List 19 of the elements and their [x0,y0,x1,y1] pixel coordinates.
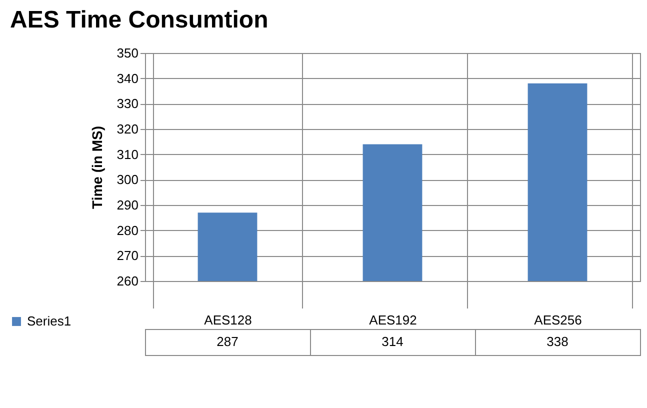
y-tick-label: 350 [116,46,138,60]
data-label: 314 [382,334,404,349]
y-tick-label: 330 [116,96,138,112]
x-tick-label: AES192 [369,312,417,328]
y-tick-label: 270 [116,248,138,264]
y-tick-label: 320 [116,122,138,136]
x-tick-label: AES128 [204,312,252,328]
y-tick-label: 290 [116,198,138,212]
x-tick-label: AES256 [534,312,582,328]
y-tick-label: 280 [116,222,138,238]
y-tick-label: 260 [116,274,138,288]
data-label: 338 [546,334,568,349]
y-tick-label: 310 [116,146,138,162]
data-label: 287 [216,334,238,349]
y-tick-label: 340 [116,70,138,86]
legend-label: Series1 [27,314,72,328]
y-tick-label: 300 [116,172,138,188]
y-axis-title: Time (in MS) [88,126,105,209]
chart-title: AES Time Consumtion [10,6,268,34]
